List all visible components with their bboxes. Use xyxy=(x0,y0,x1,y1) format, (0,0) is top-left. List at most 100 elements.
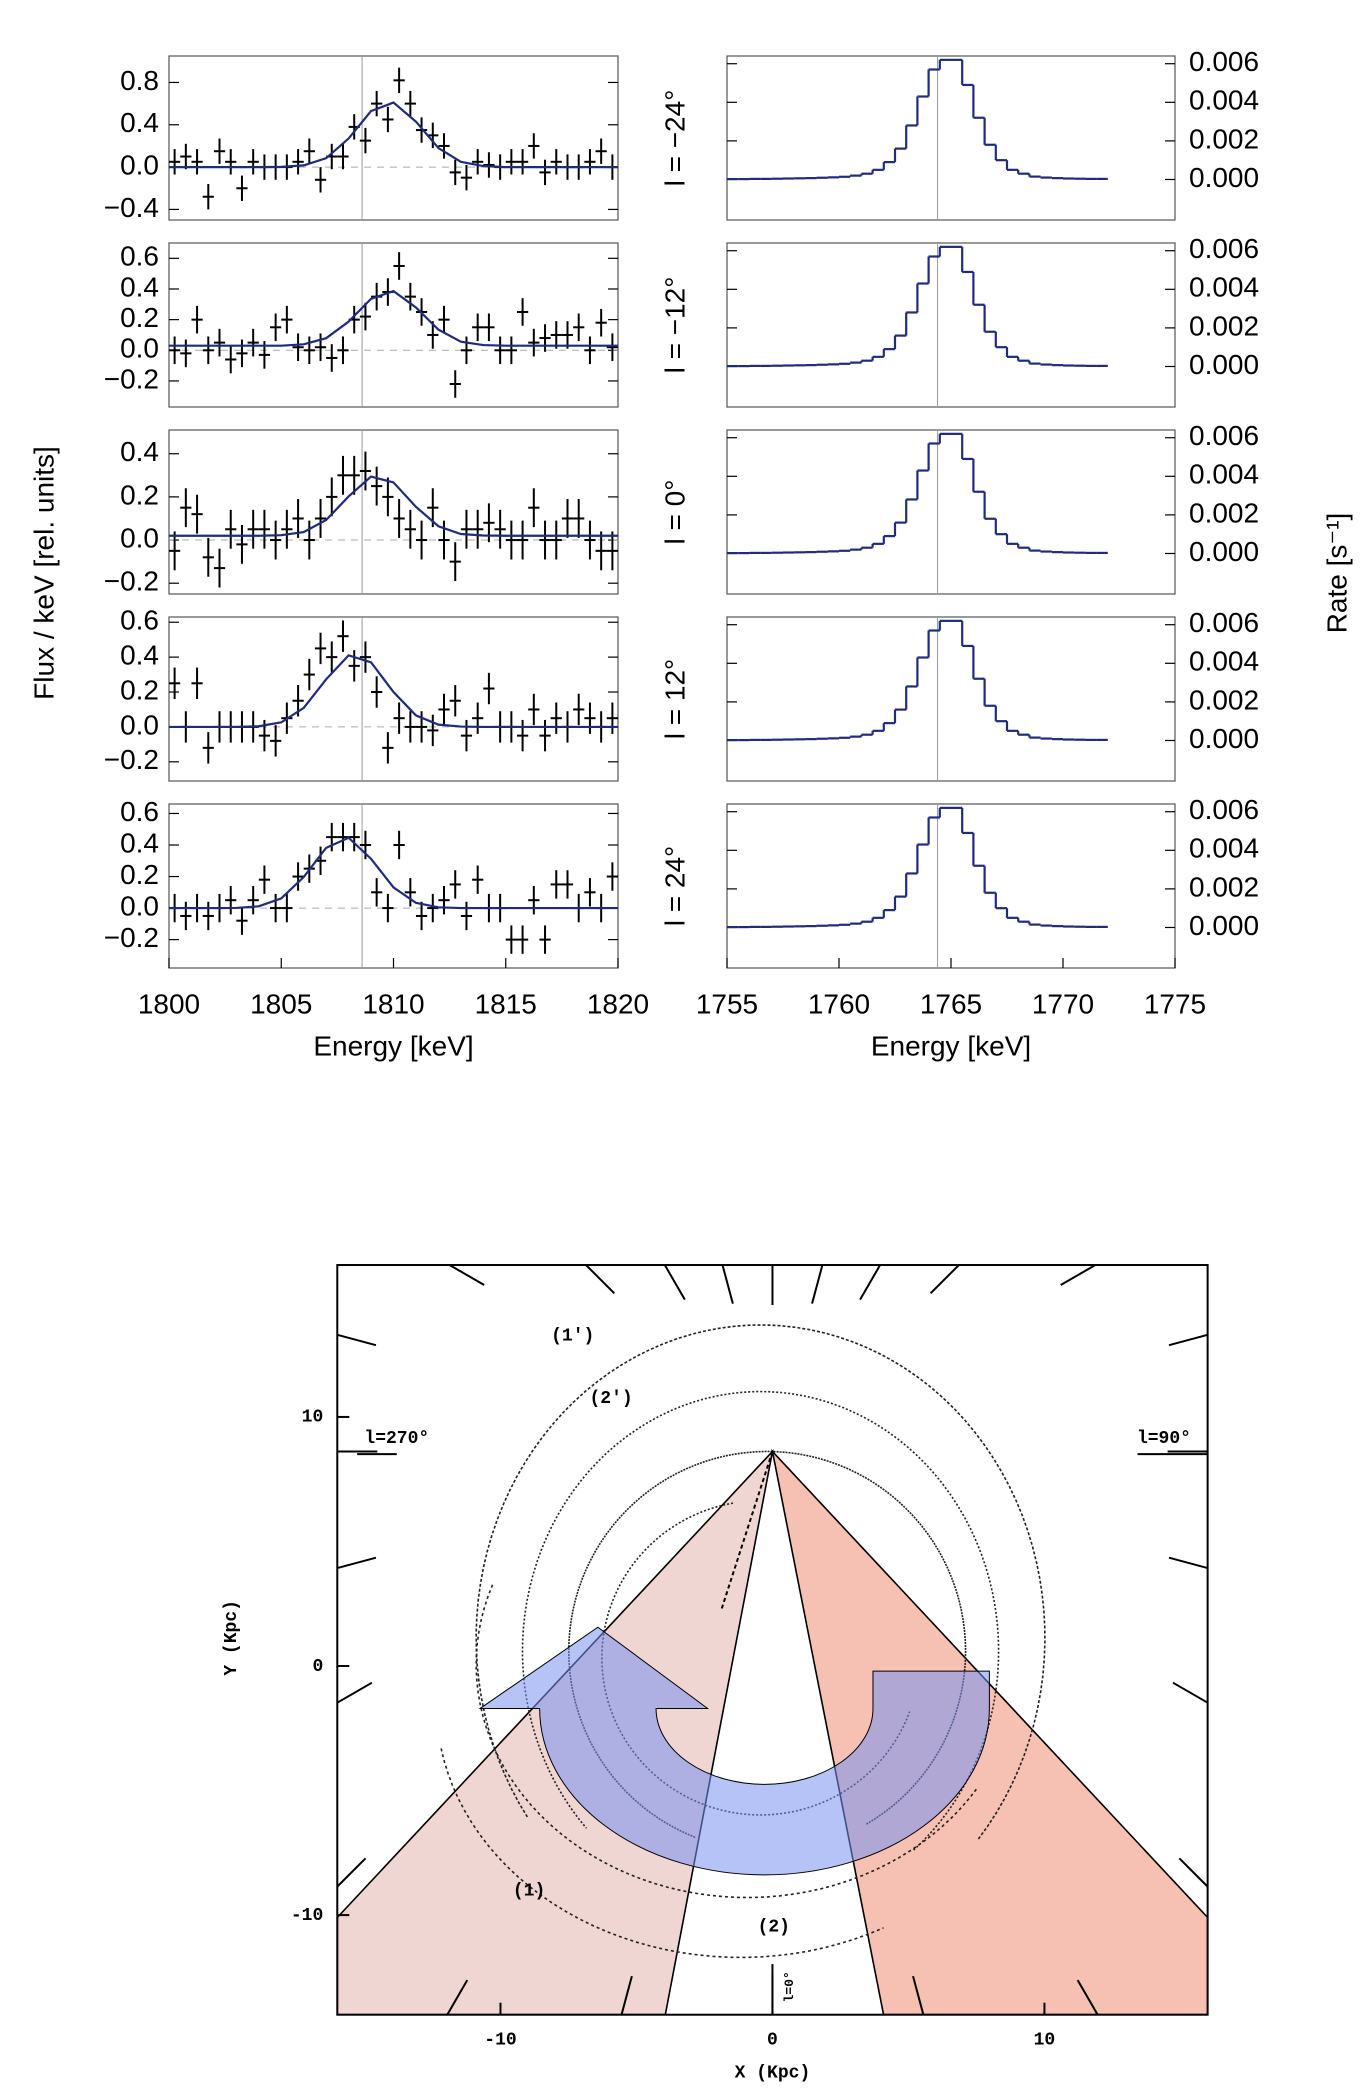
x-tick-label: 1760 xyxy=(808,988,870,1019)
y-tick-label: 0.006 xyxy=(1189,794,1259,825)
y-tick-label: −0.2 xyxy=(104,363,159,394)
panel-frame xyxy=(168,616,619,782)
y-tick-label: 0.0 xyxy=(120,333,159,364)
longitude-tick xyxy=(1178,1857,1209,1888)
map-annotation: (1') xyxy=(551,1326,594,1346)
panel-frame xyxy=(726,616,1176,782)
x-tick-label: 1815 xyxy=(475,988,537,1019)
y-tick-label: −0.2 xyxy=(104,922,159,953)
map-annotation: (1) xyxy=(513,1882,545,1902)
longitude-tick xyxy=(811,1264,824,1304)
spiral-arm xyxy=(475,1324,1046,1840)
panel-frame xyxy=(726,55,1176,221)
y-tick-label: 10 xyxy=(302,1408,324,1428)
x-tick-label: 1765 xyxy=(920,988,982,1019)
longitude-tick xyxy=(1168,1333,1208,1347)
y-tick-label: 0.004 xyxy=(1189,646,1259,677)
map-annotation: l=0° xyxy=(782,1971,797,2002)
x-tick-label: 1810 xyxy=(362,988,424,1019)
longitude-tick xyxy=(1172,1681,1209,1704)
x-tick-label: 1770 xyxy=(1032,988,1094,1019)
y-tick-label: 0.2 xyxy=(120,859,159,890)
panel-frame xyxy=(168,242,619,408)
y-tick-label: 0.2 xyxy=(120,302,159,333)
y-tick-label: −0.2 xyxy=(104,744,159,775)
x-tick-label: 1775 xyxy=(1144,988,1206,1019)
y-tick-label: 0.6 xyxy=(120,605,159,636)
y-tick-label: 0.004 xyxy=(1189,272,1259,303)
panel-label: l = 0° xyxy=(659,480,690,545)
map-annotation: (2') xyxy=(589,1389,632,1409)
longitude-tick xyxy=(337,1333,377,1347)
y-tick-label: 0.000 xyxy=(1189,910,1259,941)
map-annotation: (2) xyxy=(758,1918,790,1938)
y-tick-label: 0.002 xyxy=(1189,684,1259,715)
longitude-tick xyxy=(1076,1979,1099,2016)
x-axis-label: X (Kpc) xyxy=(735,2063,811,2083)
longitude-tick xyxy=(585,1264,616,1295)
y-tick-label: 0.002 xyxy=(1189,871,1259,902)
panel-label: l = −24° xyxy=(659,90,690,187)
panel-frame xyxy=(726,429,1176,595)
y-tick-label: 0.4 xyxy=(120,107,159,138)
x-tick-label: 1755 xyxy=(696,988,758,1019)
x-tick-label: 10 xyxy=(1034,2030,1056,2050)
longitude-tick xyxy=(663,1264,686,1301)
panel-frame xyxy=(726,803,1176,969)
y-tick-label: 0.0 xyxy=(120,709,159,740)
longitude-tick xyxy=(336,1681,373,1704)
y-tick-label: 0.2 xyxy=(120,479,159,510)
y-tick-label: 0.006 xyxy=(1189,46,1259,77)
map-drawing xyxy=(336,1264,1209,2016)
y-tick-label: 0.006 xyxy=(1189,420,1259,451)
cone-right xyxy=(771,1448,1209,2016)
fit-curve xyxy=(169,836,618,910)
y-tick-label: 0.000 xyxy=(1189,162,1259,193)
longitude-tick xyxy=(929,1264,960,1295)
y-axis-label: Flux / keV [rel. units] xyxy=(28,446,59,700)
y-tick-label: 0.004 xyxy=(1189,833,1259,864)
y-tick-label: 0.000 xyxy=(1189,536,1259,567)
y-tick-label: 0.4 xyxy=(120,436,159,467)
longitude-tick xyxy=(1060,1264,1096,1286)
y-tick-label: 0.002 xyxy=(1189,497,1259,528)
longitude-tick xyxy=(1168,1556,1208,1570)
y-tick-label: 0.8 xyxy=(120,65,159,96)
spiral-arm xyxy=(475,1584,978,1899)
y-tick-label: 0.6 xyxy=(120,796,159,827)
longitude-tick xyxy=(620,1975,633,2015)
longitude-tick xyxy=(449,1264,485,1286)
y-tick-label: 0.004 xyxy=(1189,459,1259,490)
y-tick-label: 0.006 xyxy=(1189,607,1259,638)
panel-label: l = 12° xyxy=(659,659,690,739)
map-annotation: l=270° xyxy=(364,1429,429,1449)
x-tick-label: 1800 xyxy=(138,988,200,1019)
panel-label: l = 24° xyxy=(659,846,690,926)
y-tick-label: 0.0 xyxy=(120,890,159,921)
y-tick-label: 0.6 xyxy=(120,241,159,272)
longitude-tick xyxy=(336,1857,367,1888)
longitude-tick xyxy=(446,1979,469,2016)
y-tick-label: 0.0 xyxy=(120,522,159,553)
y-tick-label: 0.000 xyxy=(1189,349,1259,380)
panel-frame xyxy=(726,242,1176,408)
y-axis-label: Y (Kpc) xyxy=(222,1600,242,1676)
y-tick-label: 0.004 xyxy=(1189,85,1259,116)
x-tick-label: 1820 xyxy=(587,988,649,1019)
fit-curve xyxy=(169,101,618,169)
panel-label: l = −12° xyxy=(659,277,690,374)
y-tick-label: 0.002 xyxy=(1189,310,1259,341)
longitude-tick xyxy=(912,1975,925,2015)
x-tick-label: 0 xyxy=(767,2030,778,2050)
y-tick-label: 0.002 xyxy=(1189,123,1259,154)
y-tick-label: 0.2 xyxy=(120,674,159,705)
y-tick-label: −0.2 xyxy=(104,566,159,597)
y-tick-label: −0.4 xyxy=(104,192,159,223)
y-tick-label: 0 xyxy=(312,1657,323,1677)
y-tick-label: 0.4 xyxy=(120,640,159,671)
y-tick-label: 0.0 xyxy=(120,149,159,180)
rotation-arrow xyxy=(478,1626,990,1876)
x-tick-label: 1805 xyxy=(250,988,312,1019)
